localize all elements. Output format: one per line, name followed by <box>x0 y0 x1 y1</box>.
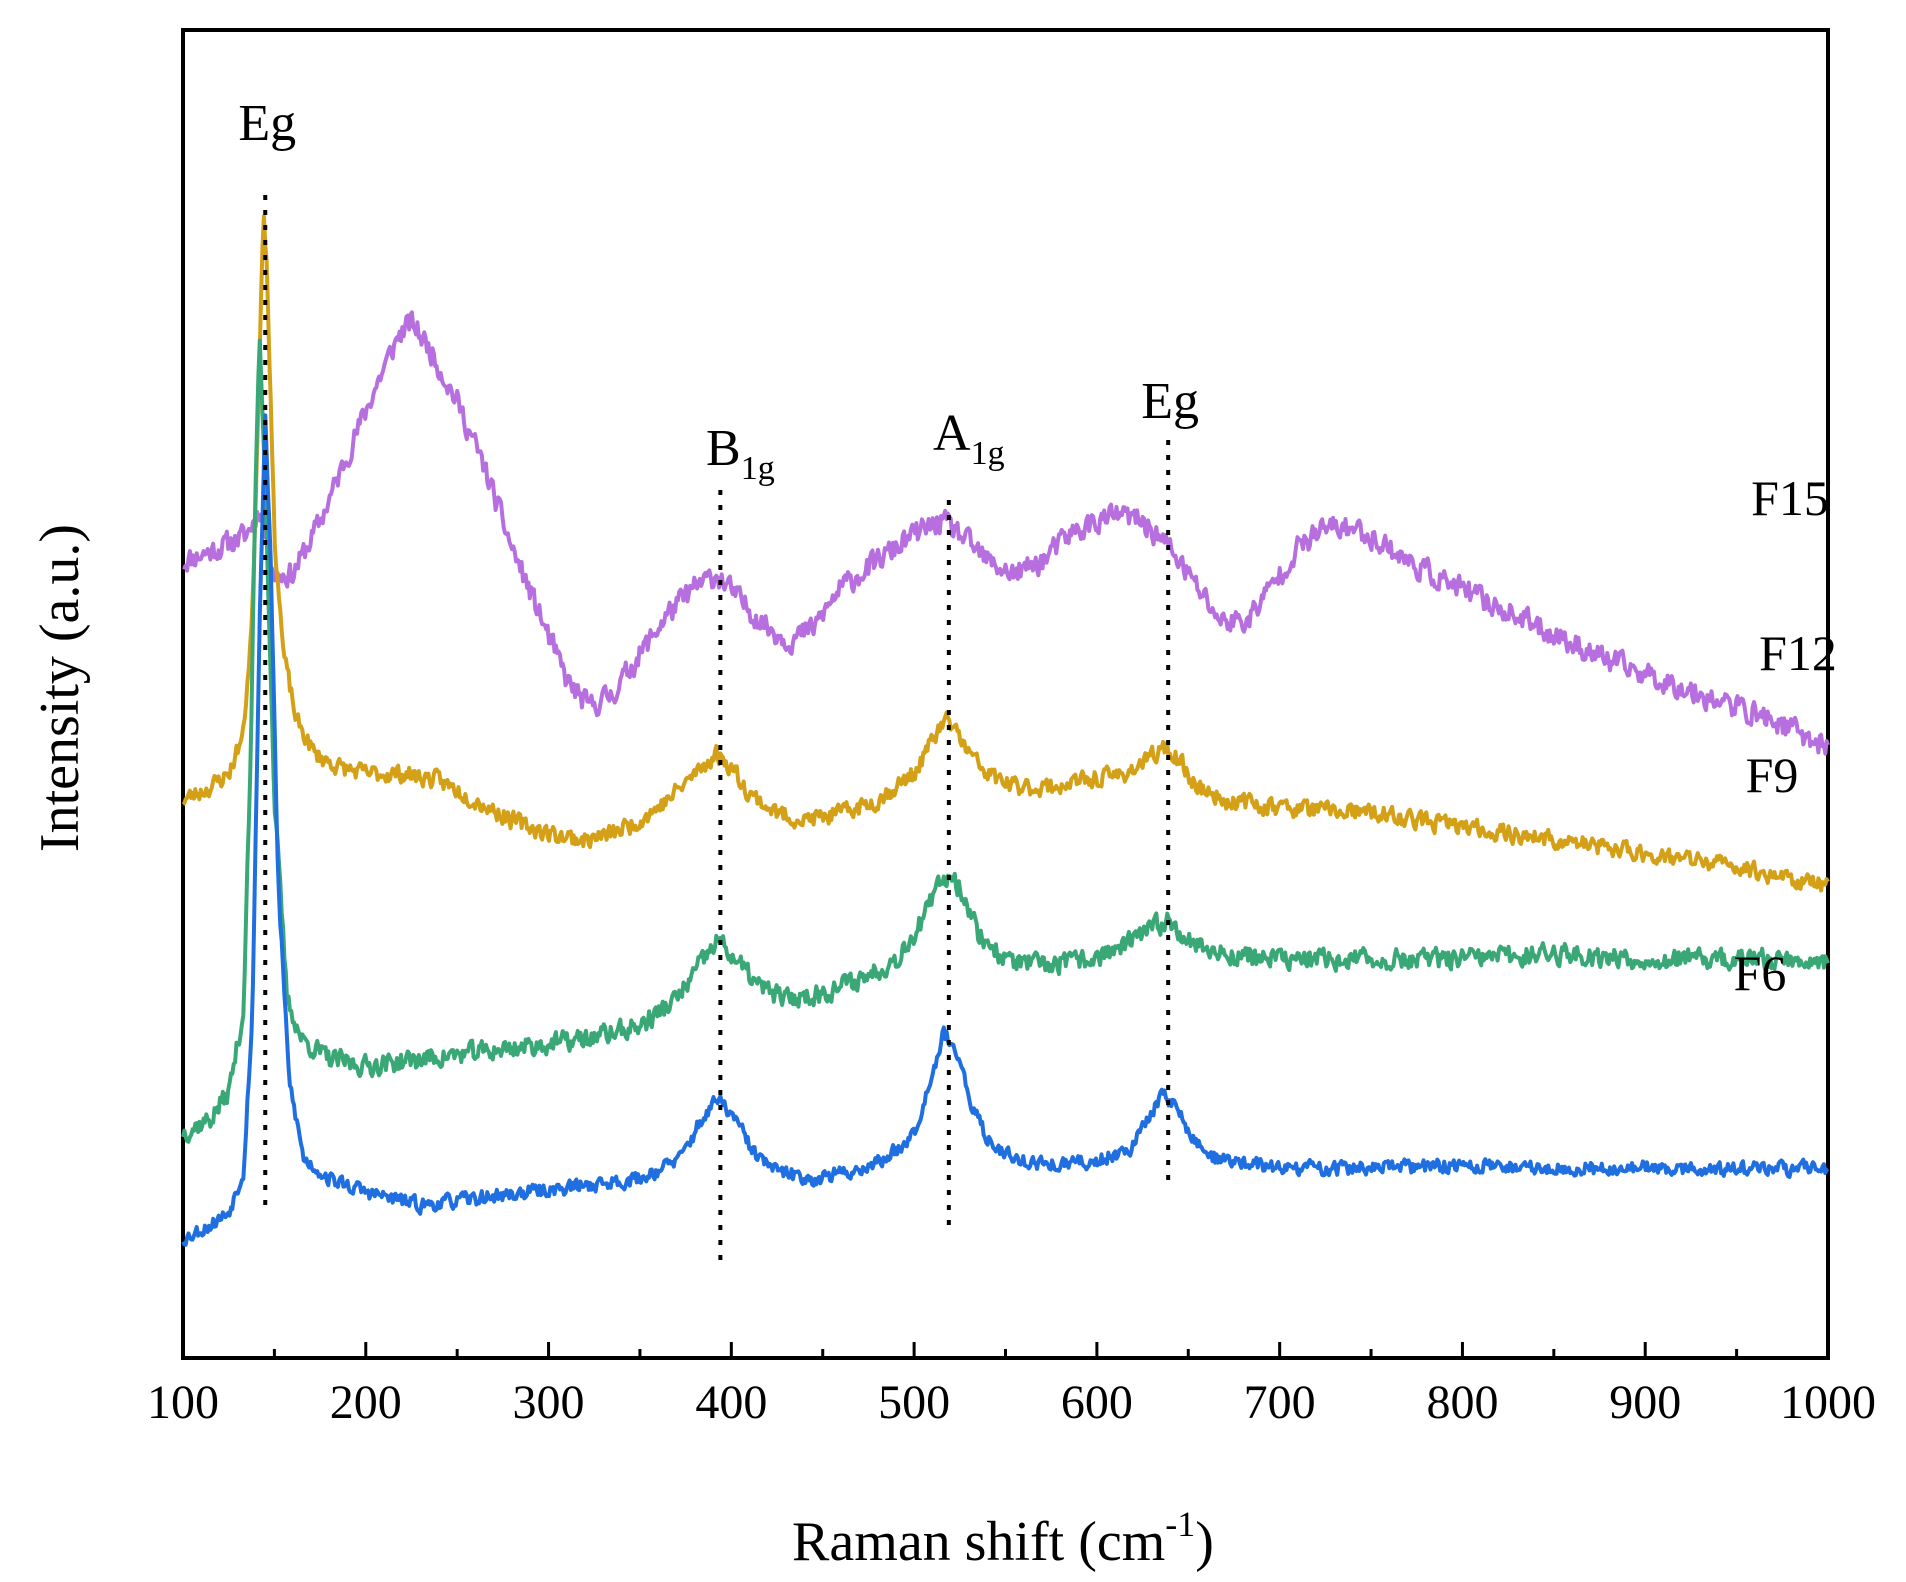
x-tick-label: 400 <box>695 1376 767 1429</box>
series-line-f6 <box>183 415 1828 1244</box>
peak-marker-label: A1g <box>933 405 1005 472</box>
x-tick-label: 300 <box>513 1376 585 1429</box>
x-axis-title-sup: -1 <box>1165 1504 1195 1544</box>
x-tick-label: 600 <box>1061 1376 1133 1429</box>
x-axis-title-main: Raman shift (cm <box>792 1511 1165 1573</box>
peak-marker-label: Eg <box>1141 373 1199 430</box>
peak-marker-label: B1g <box>706 420 775 487</box>
series-line-f9 <box>183 341 1828 1142</box>
series-line-f15 <box>183 312 1828 753</box>
series-label-f9: F9 <box>1746 747 1799 803</box>
series-layer <box>183 216 1828 1244</box>
series-label-f12: F12 <box>1759 625 1837 681</box>
x-tick-labels: 100 200 300 400 500 600 700 800 900 1000 <box>147 1376 1876 1429</box>
x-tick-label: 900 <box>1609 1376 1681 1429</box>
x-tick-label: 500 <box>878 1376 950 1429</box>
series-line-f12 <box>183 216 1828 890</box>
x-tick-label: 1000 <box>1780 1376 1876 1429</box>
x-axis-title: Raman shift (cm-1) <box>792 1504 1214 1573</box>
x-axis-title-end: ) <box>1195 1511 1214 1573</box>
peak-markers: Eg B1g A1g Eg <box>238 95 1199 1265</box>
series-label-f6: F6 <box>1734 945 1787 1001</box>
x-tick-label: 800 <box>1426 1376 1498 1429</box>
x-tick-label: 100 <box>147 1376 219 1429</box>
x-tick-label: 200 <box>330 1376 402 1429</box>
x-axis-ticks <box>183 1342 1828 1358</box>
y-axis-title: Intensity (a.u.) <box>29 524 91 852</box>
raman-chart: EgB1gA1gEg 100 200 300 400 500 600 700 800 900 10… <box>0 0 1906 1582</box>
series-label-f15: F15 <box>1751 470 1829 526</box>
peak-marker-label: Eg <box>238 95 296 152</box>
x-tick-label: 700 <box>1244 1376 1316 1429</box>
